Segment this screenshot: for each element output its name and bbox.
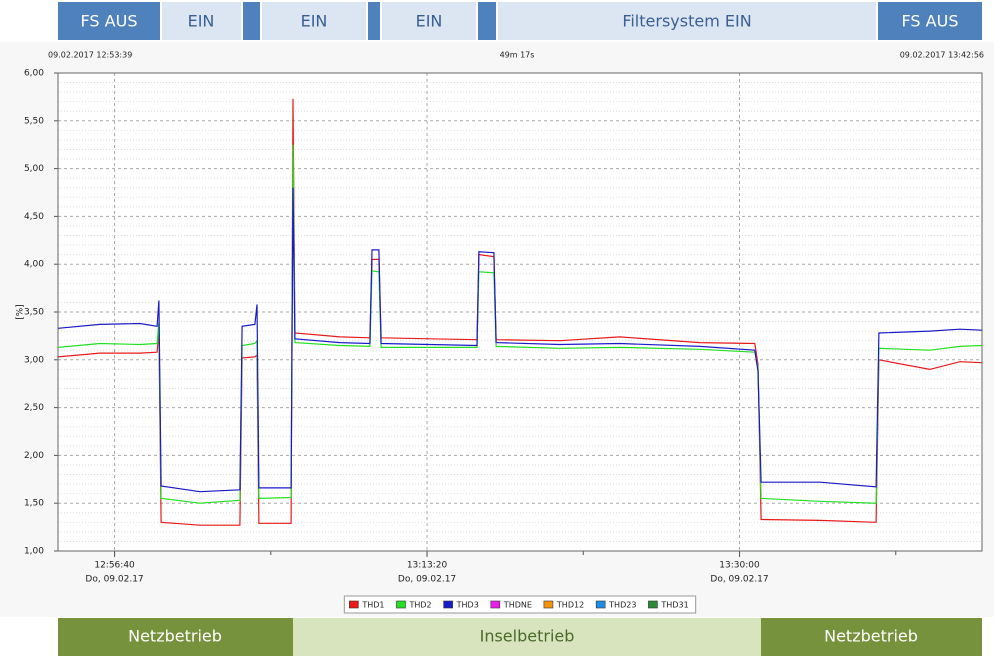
legend-label: THD2 — [408, 601, 431, 610]
series-line — [57, 187, 983, 493]
legend-swatch — [396, 600, 406, 609]
legend-box — [343, 595, 697, 614]
bottom-bar: Netzbetrieb Inselbetrieb Netzbetrieb — [58, 618, 982, 656]
bar-segment — [382, 2, 476, 40]
bar-segment — [293, 618, 761, 656]
y-tick-label: 1,00 — [24, 547, 44, 557]
bar-segment — [878, 2, 982, 40]
bar-segment — [761, 618, 982, 656]
plot-border — [57, 72, 983, 552]
bar-label: FS AUS — [902, 12, 959, 31]
y-tick-label: 4,00 — [24, 260, 44, 270]
bar-segment — [262, 2, 366, 40]
bar-segment — [243, 2, 260, 40]
x-tick-date: Do, 09.02.17 — [85, 575, 143, 585]
y-tick-label: 3,00 — [24, 355, 44, 365]
y-tick-label: 1,50 — [24, 499, 44, 509]
legend-label: THD23 — [608, 601, 636, 610]
bar-label: Netzbetrieb — [824, 627, 918, 646]
x-tick-date: Do, 09.02.17 — [710, 575, 768, 585]
legend-label: THD12 — [556, 601, 584, 610]
y-tick-label: 5,50 — [24, 116, 44, 126]
end-time: 09.02.2017 13:42:56 — [900, 51, 984, 60]
x-tick-label: 12:56:40 — [94, 561, 135, 571]
y-tick-label: 5,00 — [24, 164, 44, 174]
legend-label: THDNE — [503, 601, 532, 610]
bar-segment — [498, 2, 876, 40]
bar-label: Inselbetrieb — [480, 627, 575, 646]
legend-label: THD31 — [660, 601, 688, 610]
x-tick-label: 13:30:00 — [719, 561, 760, 571]
y-tick-label: 4,50 — [24, 212, 44, 222]
legend-swatch — [543, 600, 554, 609]
legend-swatch — [595, 600, 606, 609]
bar-segment — [58, 618, 293, 656]
x-tick-label: 13:13:20 — [407, 561, 448, 571]
legend-swatch — [490, 600, 501, 609]
y-tick-label: 6,00 — [24, 69, 44, 79]
bar-label: Netzbetrieb — [128, 627, 222, 646]
y-tick-label: 3,50 — [24, 308, 44, 318]
y-tick-label: 2,00 — [24, 451, 44, 461]
bar-label: EIN — [416, 12, 443, 31]
legend-swatch — [648, 600, 658, 609]
bar-label: EIN — [301, 12, 328, 31]
legend: THD1 THD2 THD3 THDNE THD12 THD23 THD31 — [343, 595, 697, 614]
x-tick-date: Do, 09.02.17 — [398, 575, 456, 585]
y-tick-label: 2,50 — [24, 403, 44, 413]
legend-label: THD3 — [456, 601, 479, 610]
top-bar: FS AUS EIN EIN EIN Filtersystem EIN FS A… — [58, 2, 982, 40]
bar-segment — [368, 2, 380, 40]
bar-segment — [162, 2, 241, 40]
start-time: 09.02.2017 12:53:39 — [48, 51, 132, 60]
bar-label: EIN — [188, 12, 215, 31]
bar-segment — [478, 2, 496, 40]
bar-label: Filtersystem EIN — [622, 12, 751, 31]
bar-segment — [58, 2, 160, 40]
legend-swatch — [443, 600, 453, 609]
bar-label: FS AUS — [81, 12, 138, 31]
legend-swatch — [349, 600, 359, 609]
legend-label: THD1 — [361, 601, 384, 610]
y-axis-label: [%] — [16, 304, 26, 320]
duration: 49m 17s — [500, 51, 535, 60]
